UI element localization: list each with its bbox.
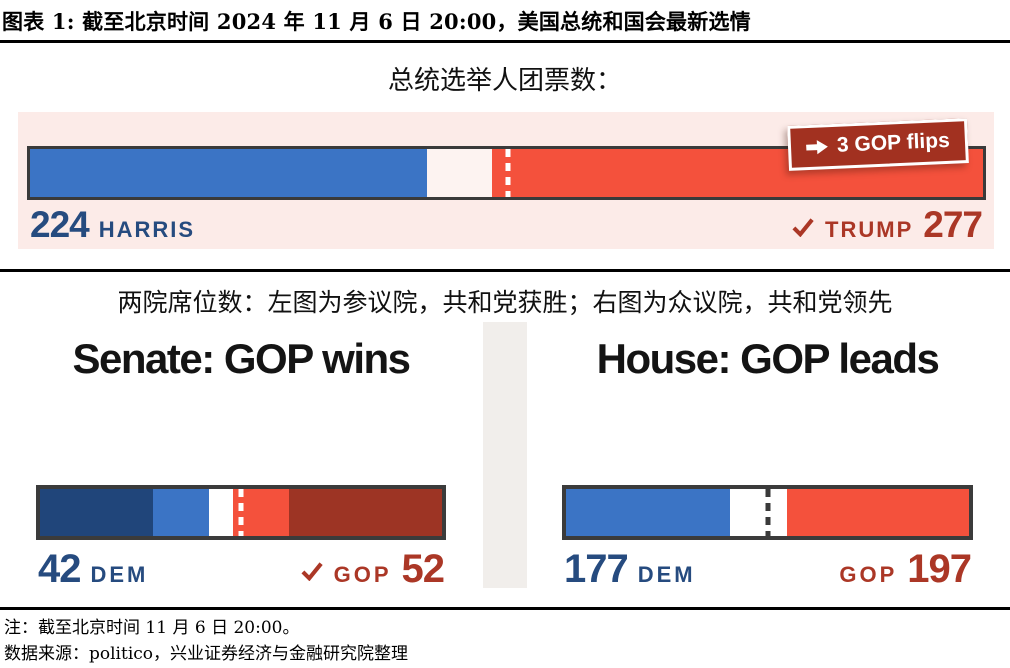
header-divider xyxy=(0,40,1010,43)
house-chart: House: GOP leads 177 DEM GOP 197 xyxy=(562,325,973,597)
bar-segment-gop-seats-not-up xyxy=(289,489,443,536)
house-dem-count: 177 xyxy=(564,547,629,591)
bar-segment-dem-seats-not-up xyxy=(40,489,153,536)
bar-segment-gop-seats xyxy=(786,489,970,536)
congress-subtitle: 两院席位数：左图为参议院，共和党获胜；右图为众议院，共和党领先 xyxy=(117,288,893,317)
harris-votes: 224 xyxy=(30,204,90,245)
section-divider xyxy=(0,269,1010,272)
bar-segment-dem-seats-won xyxy=(152,489,209,536)
bar-segment-uncalled-electoral-votes xyxy=(426,149,493,197)
senate-majority-marker xyxy=(238,489,244,536)
house-dem-label: 177 DEM xyxy=(564,549,696,589)
footnote-source: 数据来源：politico，兴业证券经济与金融研究院整理 xyxy=(4,644,409,664)
trump-name: TRUMP xyxy=(825,217,914,242)
bar-segment-uncalled-seats xyxy=(208,489,233,536)
senate-dem-count: 42 xyxy=(38,547,81,591)
senate-seats-bar xyxy=(36,485,446,540)
column-divider xyxy=(483,322,527,588)
bar-segment-uncalled-seats xyxy=(729,489,787,536)
arrow-right-icon xyxy=(806,139,829,154)
senate-labels: 42 DEM GOP 52 xyxy=(38,547,445,591)
trump-votes: 277 xyxy=(923,204,983,245)
majority-270-marker xyxy=(505,149,511,197)
house-gop-count: 197 xyxy=(907,547,972,591)
figure-title: 图表 1: 截至北京时间 2024 年 11 月 6 日 20:00，美国总统和… xyxy=(2,9,751,34)
harris-label: 224 HARRIS xyxy=(30,206,195,243)
trump-label: TRUMP 277 xyxy=(791,204,983,245)
house-seats-bar xyxy=(562,485,973,540)
senate-gop-count: 52 xyxy=(401,547,445,591)
check-icon xyxy=(792,217,814,237)
harris-name: HARRIS xyxy=(98,217,196,242)
president-panel: 3 GOP flips 224 HARRIS TRUMP 277 xyxy=(18,112,994,249)
president-subtitle: 总统选举人团票数： xyxy=(387,66,622,96)
senate-gop-label: GOP 52 xyxy=(300,547,445,591)
electoral-labels: 224 HARRIS TRUMP 277 xyxy=(30,204,983,245)
gop-flips-badge: 3 GOP flips xyxy=(787,118,969,171)
senate-chart: Senate: GOP wins 42 DEM GOP 52 xyxy=(36,325,446,597)
senate-gop-name: GOP xyxy=(333,562,392,587)
footnote-note: 注：截至北京时间 11 月 6 日 20:00。 xyxy=(4,618,300,638)
bar-segment-dem-seats xyxy=(566,489,730,536)
senate-dem-label: 42 DEM xyxy=(38,549,148,589)
house-dem-name: DEM xyxy=(637,562,696,587)
house-gop-name: GOP xyxy=(839,562,898,587)
senate-title: Senate: GOP wins xyxy=(72,335,412,382)
house-majority-marker xyxy=(765,489,771,536)
footer-divider xyxy=(0,607,1010,610)
gop-flips-label: 3 GOP flips xyxy=(836,128,951,157)
house-title: House: GOP leads xyxy=(596,335,940,382)
bar-segment-harris-dem-electoral-votes xyxy=(30,149,427,197)
check-icon xyxy=(301,562,323,581)
senate-dem-name: DEM xyxy=(90,562,149,587)
house-gop-label: GOP 197 xyxy=(839,547,972,591)
house-labels: 177 DEM GOP 197 xyxy=(564,547,972,591)
